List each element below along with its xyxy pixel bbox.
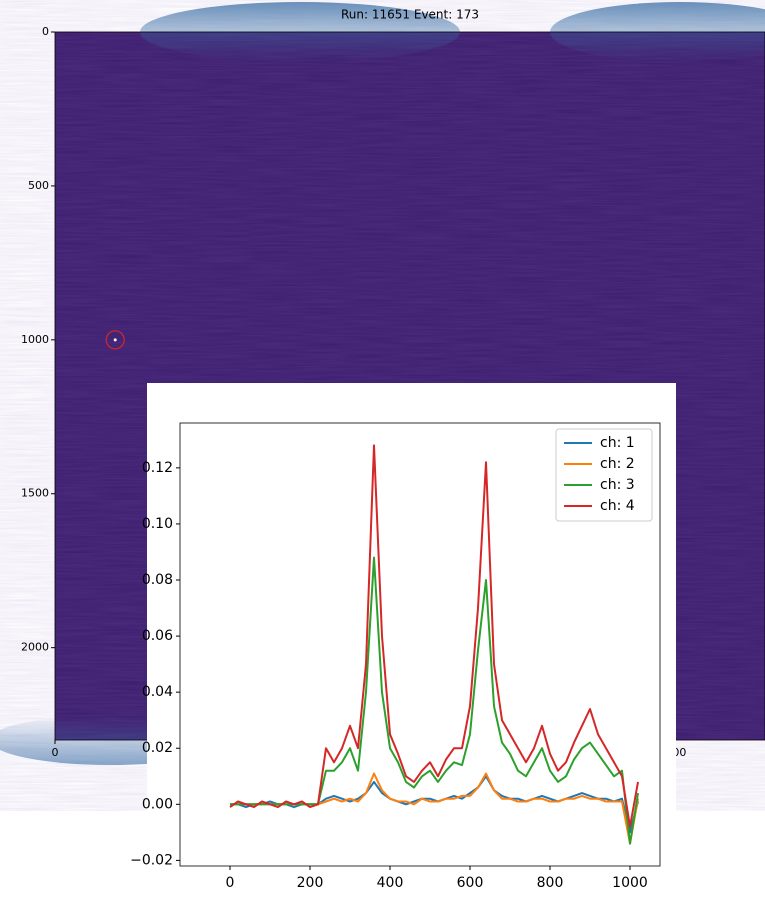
y-tick-label: 0.08 [142, 572, 173, 588]
y-tick-label: 500 [28, 179, 49, 192]
x-tick-label: 400 [377, 875, 404, 891]
x-tick-label: 0 [226, 875, 235, 891]
y-tick-label: 1500 [21, 487, 49, 500]
y-tick-label: 0.04 [142, 684, 173, 700]
x-tick-label: 0 [52, 746, 59, 759]
y-tick-label: 2000 [21, 641, 49, 654]
y-tick-label: 0.06 [142, 628, 173, 644]
legend-label: ch: 3 [600, 477, 635, 493]
legend-label: ch: 1 [600, 435, 635, 451]
legend-box [555, 428, 653, 522]
x-tick-label: 1000 [612, 875, 648, 891]
series-line [230, 556, 639, 845]
legend-label: ch: 4 [600, 498, 635, 514]
x-tick-label: 200 [297, 875, 324, 891]
series-line [229, 444, 639, 828]
x-tick-label: 800 [537, 875, 564, 891]
y-tick-label: 0.10 [142, 516, 173, 532]
y-tick-label: 0.12 [142, 460, 173, 476]
chart-title: Run: 11651 Event: 173 [341, 8, 479, 22]
y-tick-label: 0 [42, 25, 49, 38]
axes-frame [179, 422, 661, 867]
y-tick-label: −0.02 [130, 852, 173, 868]
inset-panel: −0.02 0.00 0.02 0.04 0.06 0.08 0.10 0.12 0 200 400… [130, 383, 676, 894]
y-tick-label: 0.00 [142, 796, 173, 812]
y-tick-label: 1000 [21, 333, 49, 346]
legend-label: ch: 2 [600, 456, 635, 472]
marker-ring [105, 330, 125, 350]
series-line [230, 775, 639, 834]
x-tick-label: 600 [457, 875, 484, 891]
marker-dot [113, 338, 117, 342]
y-tick-label: 0.02 [142, 740, 173, 756]
